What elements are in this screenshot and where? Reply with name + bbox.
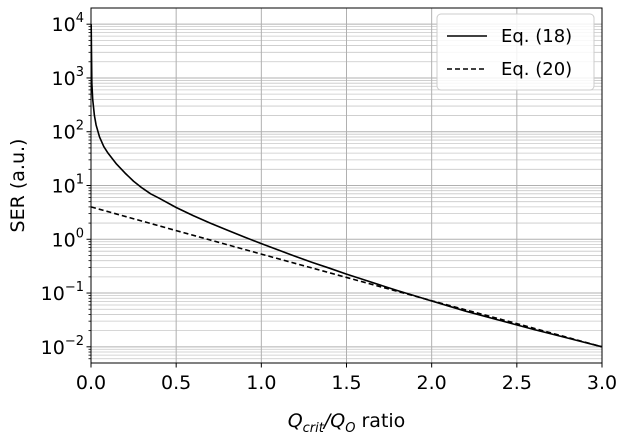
series-line-1 [90, 24, 603, 348]
y-tick-exponent: 4 [76, 11, 84, 26]
x-tick-label: 0.5 [161, 372, 191, 394]
y-tick-base: 10 [52, 14, 76, 36]
series-line-2 [90, 206, 603, 348]
y-tick-label: 104 [52, 11, 84, 36]
x-tick-label: 0.0 [76, 372, 106, 394]
y-tick-base: 10 [52, 68, 76, 90]
y-tick-exponent: 2 [76, 119, 84, 134]
legend-label-1: Eq. (18) [501, 26, 572, 47]
y-tick-exponent: 3 [76, 65, 84, 80]
y-tick-exponent: −1 [65, 280, 84, 295]
y-tick-label: 101 [52, 173, 84, 198]
y-axis-label: SER (a.u.) [7, 139, 29, 233]
x-tick-label: 2.0 [417, 372, 447, 394]
x-axis-label: Qcrit/QO ratio [288, 410, 406, 435]
y-tick-base: 10 [41, 283, 65, 305]
x-tick-label: 1.5 [331, 372, 361, 394]
y-tick-label: 103 [52, 65, 84, 90]
x-label-q: Q [288, 410, 303, 432]
legend: Eq. (18) Eq. (20) [436, 13, 595, 91]
y-tick-label: 10−2 [41, 334, 84, 359]
plot-frame [90, 7, 603, 364]
y-tick-label: 100 [52, 226, 84, 251]
legend-box [436, 13, 595, 91]
y-tick-exponent: 0 [76, 226, 84, 241]
x-label-slash-q: /Q [322, 410, 345, 432]
y-tick-base: 10 [52, 122, 76, 144]
x-tick-label: 3.0 [587, 372, 617, 394]
y-tick-base: 10 [41, 337, 65, 359]
x-tick-label: 2.5 [502, 372, 532, 394]
x-label-sub-o: O [345, 421, 355, 435]
y-tick-base: 10 [52, 229, 76, 251]
y-tick-label: 10−1 [41, 280, 84, 305]
y-tick-exponent: −2 [65, 334, 84, 349]
y-tick-label: 102 [52, 119, 84, 144]
legend-label-2: Eq. (20) [501, 59, 572, 80]
series-group [90, 24, 603, 348]
x-label-ratio: ratio [355, 410, 405, 432]
x-label-sub-crit: crit [303, 421, 325, 435]
x-tick-label: 1.0 [246, 372, 276, 394]
y-tick-exponent: 1 [76, 173, 84, 188]
y-tick-base: 10 [52, 176, 76, 198]
